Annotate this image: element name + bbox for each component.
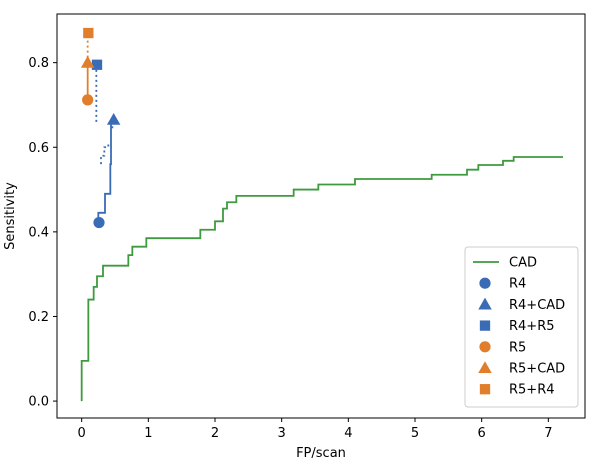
legend-label-r5-plus-r4: R5+R4	[509, 383, 555, 398]
legend-swatch-r5	[479, 341, 491, 353]
cad-curve-line	[80, 156, 563, 402]
legend-swatch-r4-plus-r5	[479, 320, 491, 331]
legend-label-r4-plus-r5: R4+R5	[509, 319, 555, 334]
legend-label-r5: R5	[509, 340, 526, 355]
r4-marker	[93, 216, 105, 229]
markers-layer	[80, 27, 121, 229]
y-tick-label: 0.2	[28, 310, 49, 325]
legend-swatch-r4	[479, 277, 491, 289]
x-tick-label: 0	[78, 426, 86, 441]
plot-frame	[56, 13, 586, 419]
legend-label-r4-plus-cad: R4+CAD	[509, 298, 565, 313]
r4-plus-r5-marker	[91, 59, 103, 70]
y-tick-label: 0.0	[28, 395, 49, 410]
legend: CAD R4 R4+CAD R4+R5 R5 R5+CAD R5+R4	[464, 246, 579, 408]
x-axis-label: FP/scan	[296, 446, 346, 461]
x-tick-label: 3	[278, 426, 286, 441]
r4-solid-curve	[97, 119, 112, 223]
r4-plus-cad-marker	[106, 113, 121, 125]
legend-box	[464, 246, 579, 408]
x-tick-label: 5	[411, 426, 419, 441]
curves-layer	[80, 33, 563, 402]
x-tick-label: 6	[478, 426, 486, 441]
x-tick-label: 1	[144, 426, 152, 441]
legend-label-cad: CAD	[509, 256, 537, 271]
legend-label-r4: R4	[509, 277, 526, 292]
y-tick-label: 0.4	[28, 225, 49, 240]
x-axis: 0 1 2 3 4 5 6 7	[78, 418, 552, 441]
x-tick-label: 2	[211, 426, 219, 441]
y-tick-label: 0.6	[28, 141, 49, 156]
x-tick-label: 4	[344, 426, 352, 441]
r5-plus-r4-marker	[83, 27, 94, 39]
legend-label-r5-plus-cad: R5+CAD	[509, 362, 565, 377]
r4-dotted-curve-1	[100, 143, 110, 165]
legend-swatch-r5-plus-cad	[478, 361, 492, 374]
legend-swatch-r4-plus-cad	[478, 297, 492, 310]
y-tick-label: 0.8	[28, 56, 49, 71]
y-axis: 0.0 0.2 0.4 0.6 0.8	[28, 56, 57, 410]
y-axis-label: Sensitivity	[3, 182, 18, 250]
r5-plus-cad-marker	[80, 55, 95, 68]
x-tick-label: 7	[544, 426, 552, 441]
r5-marker	[82, 94, 94, 106]
legend-swatch-r5-plus-r4	[479, 384, 491, 395]
